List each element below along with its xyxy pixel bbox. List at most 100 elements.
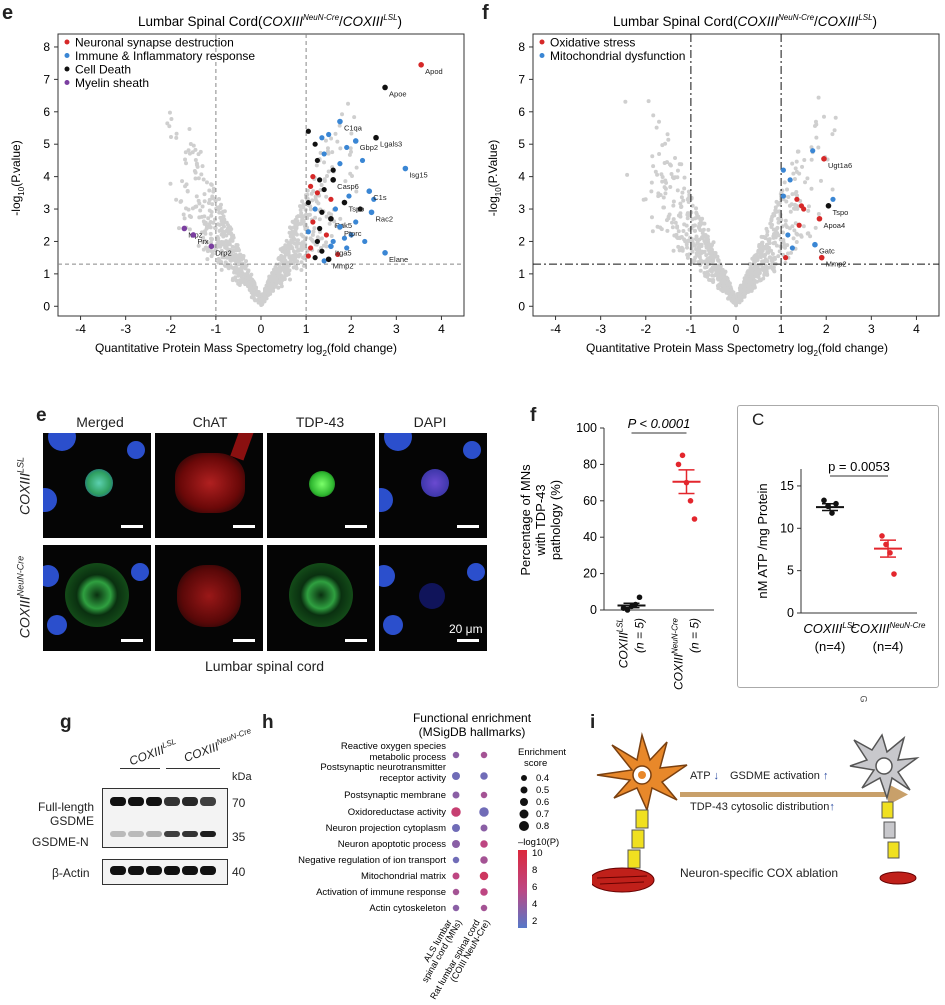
volcano-bg-point bbox=[671, 176, 676, 181]
volcano-point-label: Mmp2 bbox=[826, 260, 847, 269]
volcano-bg-point bbox=[347, 152, 352, 157]
volcano-point bbox=[312, 206, 318, 212]
volcano-bg-point bbox=[816, 95, 821, 100]
volcano-bg-point bbox=[228, 231, 233, 236]
volcano-bg-point bbox=[773, 208, 778, 213]
volcano-bg-point bbox=[685, 238, 690, 243]
blot-label-actin: β-Actin bbox=[52, 866, 90, 880]
color-legend-tick: 6 bbox=[532, 882, 537, 893]
volcano-bg-point bbox=[211, 196, 216, 201]
volcano-bg-point bbox=[678, 214, 683, 219]
blot-band-actin bbox=[146, 866, 162, 875]
volcano-bg-point bbox=[283, 258, 288, 263]
micro-r1-tdp43 bbox=[267, 433, 375, 538]
volcano-bg-point bbox=[625, 172, 630, 177]
volcano-bg-point bbox=[292, 237, 297, 242]
enrichment-row-label: Postsynaptic neurotransmitter bbox=[320, 762, 446, 773]
panel-letter-e-micro: e bbox=[36, 405, 47, 426]
volcano-bg-point bbox=[706, 227, 711, 232]
volcano-bg-point bbox=[716, 268, 721, 273]
volcano-labeled-point bbox=[818, 254, 825, 261]
volcano-bg-point bbox=[298, 207, 303, 212]
volcano-bg-point bbox=[671, 217, 676, 222]
blot-kda-label: kDa bbox=[232, 771, 252, 783]
blot-lane-group-2: COXIIINeuN-Cre bbox=[181, 726, 253, 765]
scale-bar bbox=[457, 525, 479, 528]
volcano-bg-point bbox=[763, 236, 768, 241]
volcano-point bbox=[308, 245, 314, 251]
volcano-bg-point bbox=[308, 207, 313, 212]
enrichment-dot bbox=[480, 791, 488, 799]
volcano-bg-point bbox=[216, 260, 221, 265]
volcano-bg-point bbox=[223, 260, 228, 265]
data-point bbox=[891, 571, 897, 577]
volcano-bg-point bbox=[673, 220, 678, 225]
volcano-bg-point bbox=[285, 267, 290, 272]
volcano-labeled-point bbox=[328, 215, 334, 222]
volcano-bg-point bbox=[194, 194, 199, 199]
volcano-bg-point bbox=[769, 218, 774, 223]
volcano-bg-point bbox=[259, 301, 264, 306]
volcano-point bbox=[787, 177, 793, 183]
y-tick-label: 40 bbox=[583, 530, 597, 544]
x-tick-label: 2 bbox=[348, 322, 355, 336]
volcano-bg-point bbox=[744, 280, 749, 285]
volcano-bg-point bbox=[305, 188, 310, 193]
volcano-point bbox=[353, 219, 359, 225]
volcano-bg-point bbox=[346, 101, 351, 106]
volcano-bg-point bbox=[228, 258, 233, 263]
blot-lane-line-2 bbox=[166, 768, 220, 769]
size-legend-label: 0.4 bbox=[536, 773, 549, 784]
y-tick-label: 7 bbox=[43, 72, 50, 86]
volcano-bg-point bbox=[293, 252, 298, 257]
volcano-bg-point bbox=[694, 212, 699, 217]
volcano-point bbox=[312, 255, 318, 261]
enrichment-dot bbox=[452, 840, 460, 848]
volcano-bg-point bbox=[674, 234, 679, 239]
p-value-label: p = 0.0053 bbox=[828, 459, 890, 474]
scale-bar bbox=[345, 639, 367, 642]
volcano-bg-point bbox=[234, 278, 239, 283]
volcano-bg-point bbox=[219, 226, 224, 231]
volcano-bg-point bbox=[178, 199, 183, 204]
volcano-bg-point bbox=[765, 229, 770, 234]
volcano-bg-point bbox=[655, 224, 660, 229]
volcano-bg-point bbox=[778, 217, 783, 222]
volcano-bg-point bbox=[217, 242, 222, 247]
volcano-bg-point bbox=[681, 198, 686, 203]
panel-letter-e-top: e bbox=[2, 2, 14, 24]
volcano-point bbox=[780, 193, 786, 199]
volcano-point-label: Ptprc bbox=[344, 229, 362, 238]
volcano-bg-point bbox=[708, 245, 713, 250]
y-tick-label: 5 bbox=[787, 564, 794, 578]
volcano-point bbox=[348, 232, 354, 238]
volcano-point bbox=[310, 174, 316, 180]
volcano-bg-point bbox=[266, 279, 271, 284]
volcano-bg-point bbox=[224, 220, 229, 225]
volcano-bg-point bbox=[715, 254, 720, 259]
volcano-bg-point bbox=[287, 255, 292, 260]
volcano-bg-point bbox=[348, 146, 353, 151]
volcano-bg-point bbox=[680, 190, 685, 195]
volcano-bg-point bbox=[293, 218, 298, 223]
volcano-bg-point bbox=[747, 262, 752, 267]
blot-marker-35: 35 bbox=[232, 830, 246, 844]
volcano-point-label: Apod bbox=[425, 67, 443, 76]
volcano-bg-point bbox=[198, 208, 203, 213]
volcano-bg-point bbox=[711, 266, 716, 271]
volcano-bg-point bbox=[806, 204, 811, 209]
enrichment-dot bbox=[452, 872, 460, 880]
volcano-bg-point bbox=[692, 228, 697, 233]
volcano-bg-point bbox=[187, 127, 192, 132]
volcano-labeled-point bbox=[325, 256, 332, 263]
volcano2-frame bbox=[532, 33, 940, 317]
volcano-bg-point bbox=[218, 215, 223, 220]
volcano-bg-point bbox=[306, 213, 311, 218]
volcano-bg-point bbox=[799, 234, 804, 239]
volcano-bg-point bbox=[769, 248, 774, 253]
volcano-bg-point bbox=[247, 288, 252, 293]
volcano-bg-point bbox=[330, 150, 335, 155]
volcano-bg-point bbox=[794, 231, 799, 236]
micro-col-tdp43: TDP-43 bbox=[295, 414, 345, 430]
